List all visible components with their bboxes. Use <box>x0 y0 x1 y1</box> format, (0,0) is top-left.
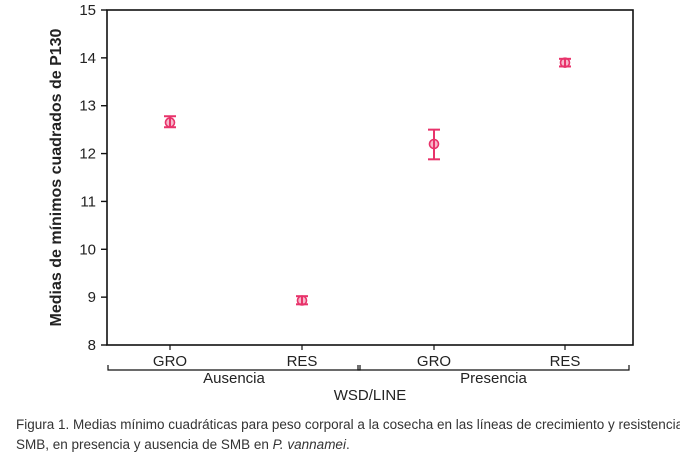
y-tick-label: 12 <box>79 146 96 163</box>
caption-species: P. vannamei <box>272 437 346 452</box>
y-tick-label: 10 <box>79 241 96 258</box>
group-bracket <box>107 365 361 371</box>
group-bracket <box>357 365 630 371</box>
y-tick-label: 8 <box>88 337 96 354</box>
mean-point <box>164 117 176 128</box>
y-tick-label: 13 <box>79 98 96 115</box>
caption-period: . <box>345 437 350 452</box>
plot-frame <box>106 9 634 346</box>
figure-caption: Figura 1. Medias mínimo cuadráticas para… <box>16 415 680 455</box>
mean-point <box>428 138 440 150</box>
mean-point <box>296 295 308 306</box>
y-tick-label: 9 <box>88 289 96 306</box>
caption-text: SMB, en presencia y ausencia de SMB en <box>16 437 273 452</box>
chart: 8 9 10 11 12 13 14 15 Medias de mínimos cuadrado… <box>48 2 634 404</box>
x-category-label: RES <box>287 353 318 370</box>
caption-line-2: SMB, en presencia y ausencia de SMB en P… <box>16 435 680 455</box>
x-category-label: GRO <box>153 353 187 370</box>
mean-point <box>559 57 571 68</box>
plot-area: 8 9 10 11 12 13 14 15 Medias de mínimos cuadrado… <box>48 2 634 404</box>
x-category-label: RES <box>550 353 581 370</box>
x-category-label: GRO <box>417 353 451 370</box>
y-axis-title: Medias de mínimos cuadrados de P130 <box>48 28 65 326</box>
caption-line-1: Figura 1. Medias mínimo cuadráticas para… <box>16 417 680 432</box>
y-tick-label: 15 <box>79 2 96 19</box>
y-tick-label: 14 <box>79 50 96 67</box>
group-label: Ausencia <box>203 370 265 387</box>
y-tick-label: 11 <box>80 193 96 210</box>
group-label: Presencia <box>460 370 527 387</box>
x-axis-title: WSD/LINE <box>334 387 407 404</box>
